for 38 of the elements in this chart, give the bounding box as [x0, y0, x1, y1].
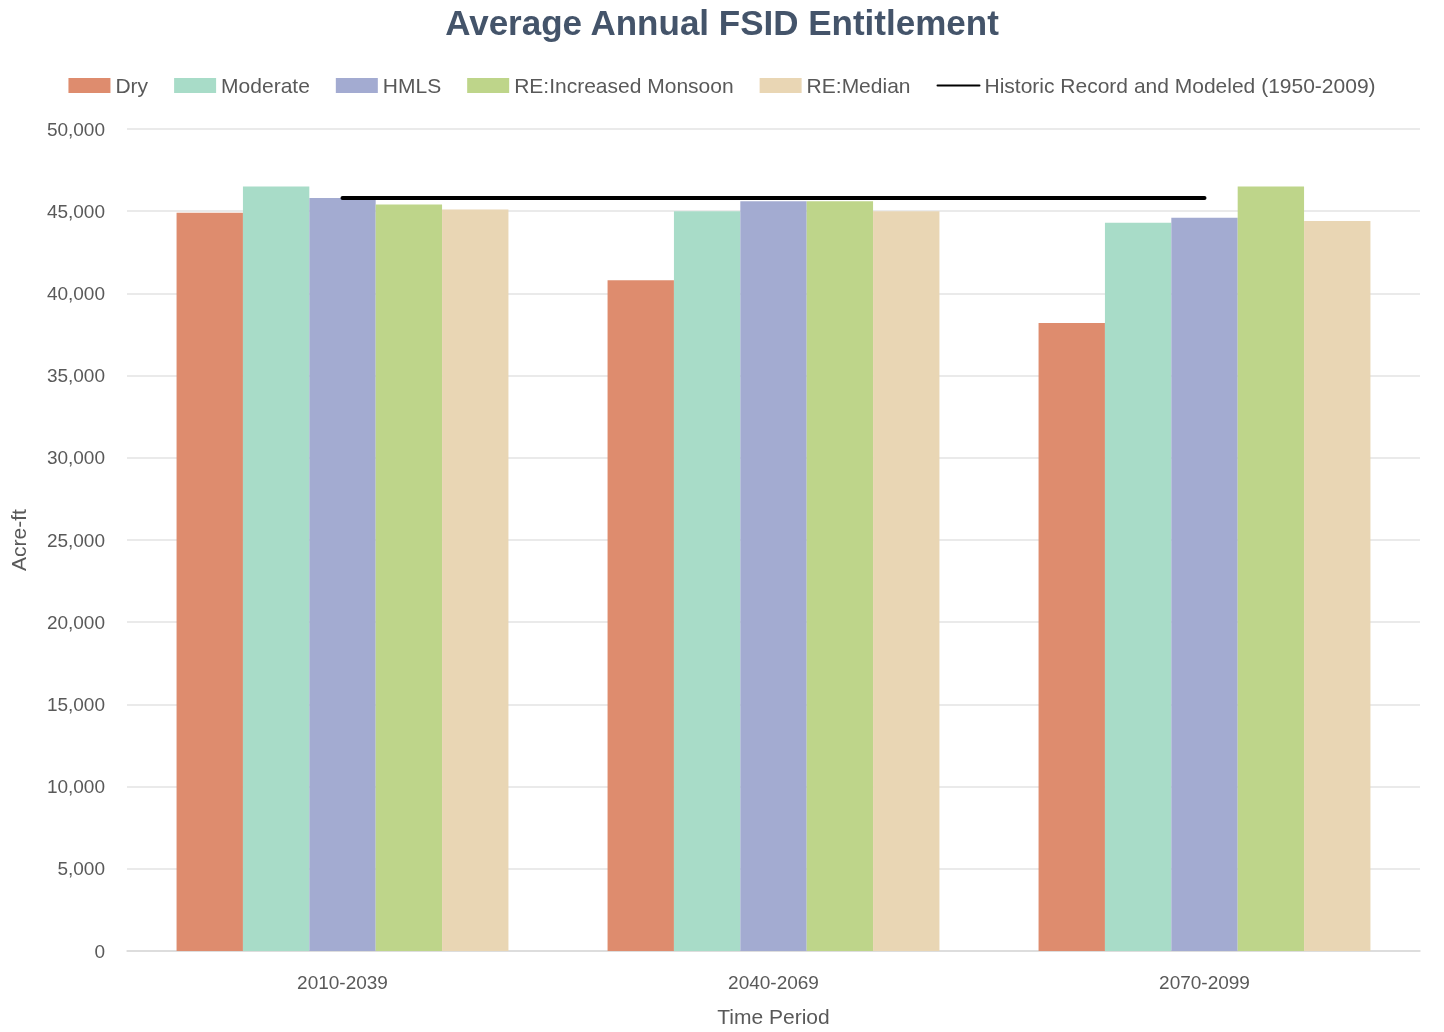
y-tick-label: 50,000	[46, 118, 105, 140]
x-axis-title: Time Period	[717, 1005, 830, 1028]
y-axis-title: Acre-ft	[7, 508, 30, 571]
y-tick-label: 40,000	[46, 282, 105, 304]
bar	[1304, 221, 1371, 951]
bar	[873, 211, 940, 951]
bar	[442, 209, 509, 951]
bar	[309, 198, 376, 951]
y-tick-label: 10,000	[46, 776, 105, 798]
bar	[375, 204, 443, 951]
bar	[242, 186, 310, 951]
bar	[1038, 322, 1105, 951]
legend-label: RE:Increased Monsoon	[514, 74, 734, 97]
chart-title: Average Annual FSID Entitlement	[445, 3, 1000, 42]
y-tick-label: 30,000	[46, 447, 105, 469]
x-tick-label: 2070-2099	[1159, 972, 1250, 993]
legend-label: RE:Median	[806, 74, 911, 97]
y-tick-label: 25,000	[46, 529, 105, 551]
y-tick-label: 45,000	[46, 200, 105, 222]
y-tick-label: 0	[94, 940, 105, 962]
bar	[1104, 222, 1172, 951]
y-tick-label: 35,000	[46, 365, 105, 387]
y-tick-label: 15,000	[46, 693, 105, 715]
bar	[1237, 186, 1305, 951]
legend-label: Dry	[115, 74, 149, 97]
bar	[673, 211, 741, 951]
bar	[740, 201, 807, 951]
legend-label: Moderate	[221, 74, 310, 97]
legend-label: HMLS	[382, 74, 442, 97]
bar	[1171, 217, 1238, 951]
bar	[176, 212, 243, 951]
y-tick-label: 5,000	[57, 858, 105, 880]
bar	[806, 201, 874, 951]
y-tick-label: 20,000	[46, 611, 105, 633]
legend-label: Historic Record and Modeled (1950-2009)	[984, 74, 1376, 97]
bar	[607, 280, 674, 951]
x-tick-label: 2010-2039	[297, 972, 388, 993]
x-tick-label: 2040-2069	[728, 972, 819, 993]
